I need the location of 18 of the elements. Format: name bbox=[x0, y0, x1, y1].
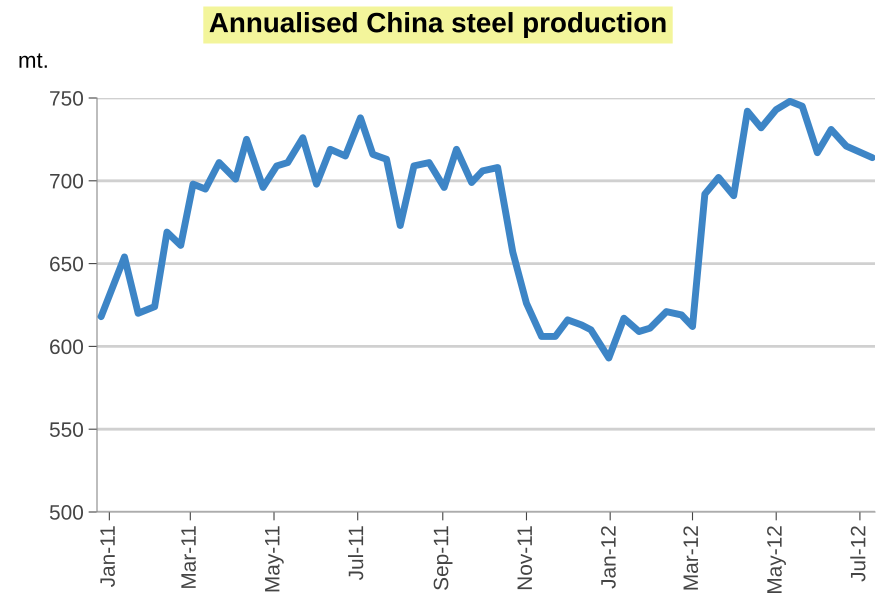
x-tick-label: Nov-11 bbox=[518, 526, 532, 590]
x-tick-label: Jan-12 bbox=[601, 526, 616, 589]
x-tick-label: May-12 bbox=[767, 526, 786, 593]
y-tick-label: 750 bbox=[50, 91, 83, 106]
x-tick-label: Jul-12 bbox=[850, 526, 866, 582]
y-tick-label: 650 bbox=[50, 256, 83, 272]
x-tick-label: Sep-11 bbox=[434, 526, 452, 590]
x-tick-label: May-11 bbox=[265, 526, 284, 592]
y-tick-label: 500 bbox=[50, 505, 83, 520]
x-tick-label: Jan-11 bbox=[100, 526, 115, 588]
x-tick-label: Jul-11 bbox=[348, 526, 364, 580]
x-tick-label: Mar-11 bbox=[181, 526, 196, 588]
chart-title: Annualised China steel production bbox=[210, 12, 666, 38]
y-axis-title: mt. bbox=[19, 53, 47, 68]
x-tick-label: Mar-12 bbox=[683, 526, 698, 590]
y-tick-label: 700 bbox=[50, 174, 83, 189]
y-tick-label: 550 bbox=[50, 422, 83, 437]
y-tick-label: 600 bbox=[50, 339, 83, 354]
